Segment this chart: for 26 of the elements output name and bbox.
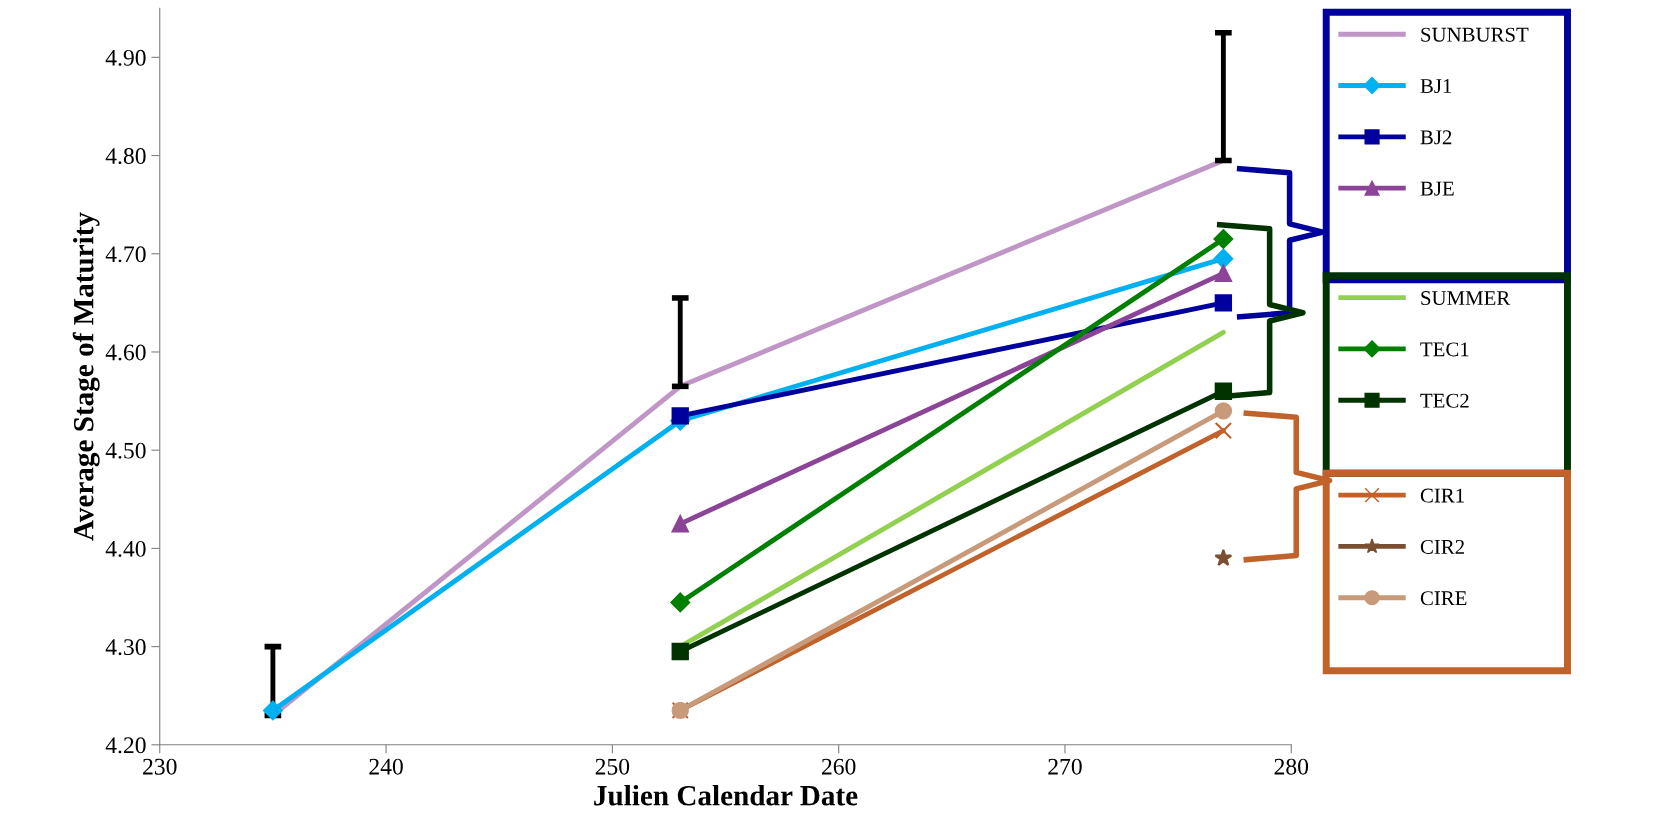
y-tick-label: 4.30 <box>105 639 146 656</box>
y-tick-label: 4.20 <box>105 737 146 754</box>
legend-label: BJE <box>1420 181 1454 196</box>
legend-label: BJ1 <box>1420 79 1452 94</box>
y-tick-label: 4.60 <box>105 344 146 361</box>
y-tick-label: 4.80 <box>105 148 146 165</box>
x-tick-label: 280 <box>1274 758 1309 775</box>
x-tick-label: 270 <box>1048 758 1082 775</box>
legend-label: CIRE <box>1420 591 1467 606</box>
x-tick-label: 260 <box>821 758 856 775</box>
x-tick-label: 230 <box>143 758 177 775</box>
x-tick-label: 240 <box>369 758 403 775</box>
y-tick-label: 4.90 <box>105 49 146 66</box>
legend-label: BJ2 <box>1420 130 1452 145</box>
legend-label: TEC1 <box>1420 342 1469 357</box>
y-tick-label: 4.40 <box>105 540 146 557</box>
legend-label: CIR1 <box>1420 488 1464 503</box>
x-tick-label: 250 <box>595 758 630 775</box>
legend-label: CIR2 <box>1420 539 1464 554</box>
legend-label: SUMMER <box>1421 291 1511 306</box>
y-tick-label: 4.70 <box>105 246 146 263</box>
legend-label: TEC2 <box>1420 393 1469 408</box>
y-axis-title: Average Stage of Maturity <box>72 212 100 541</box>
legend-label: SUNBURST <box>1421 27 1529 42</box>
y-tick-label: 4.50 <box>105 442 146 459</box>
x-axis-title: Julien Calendar Date <box>594 784 858 806</box>
